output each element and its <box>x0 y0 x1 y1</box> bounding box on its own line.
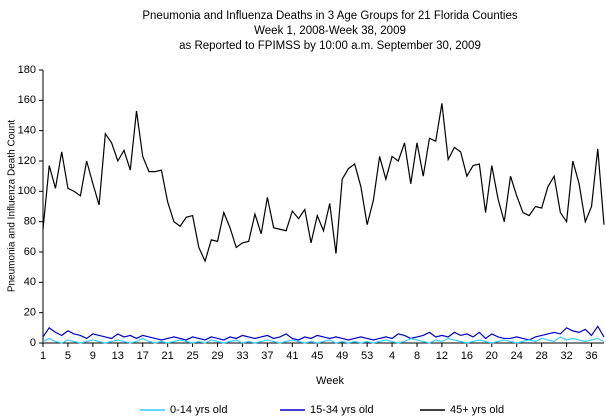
x-tick-label: 33 <box>236 350 248 362</box>
chart-title: Pneumonia and Influenza Deaths in 3 Age … <box>142 10 518 22</box>
y-tick-label: 180 <box>18 64 36 76</box>
x-tick-label: 36 <box>585 350 597 362</box>
y-tick-label: 140 <box>18 125 36 137</box>
y-tick-label: 40 <box>24 276 36 288</box>
x-tick-label: 13 <box>112 350 124 362</box>
x-tick-label: 8 <box>414 350 420 362</box>
x-tick-label: 49 <box>336 350 348 362</box>
x-tick-label: 20 <box>486 350 498 362</box>
x-tick-label: 9 <box>90 350 96 362</box>
series-line <box>42 336 605 344</box>
x-tick-label: 5 <box>65 350 71 362</box>
x-tick-label: 12 <box>436 350 448 362</box>
y-tick-label: 160 <box>18 94 36 106</box>
x-tick-label: 24 <box>511 350 523 362</box>
x-tick-label: 21 <box>162 350 174 362</box>
y-tick-label: 100 <box>18 185 36 197</box>
y-tick-label: 120 <box>18 155 36 167</box>
x-tick-label: 28 <box>536 350 548 362</box>
x-tick-label: 37 <box>261 350 273 362</box>
x-tick-label: 25 <box>186 350 198 362</box>
x-tick-label: 45 <box>311 350 323 362</box>
y-axis-label: Pneumonia and Influenza Death Count <box>7 120 18 293</box>
chart-subtitle: as Reported to FPIMSS by 10:00 a.m. Sept… <box>179 40 481 52</box>
chart-subtitle: Week 1, 2008-Week 38, 2009 <box>254 25 406 37</box>
y-tick-label: 20 <box>24 307 36 319</box>
series-line <box>42 325 605 341</box>
x-tick-label: 16 <box>461 350 473 362</box>
x-tick-label: 1 <box>40 350 46 362</box>
legend-label: 15-34 yrs old <box>310 404 374 416</box>
x-tick-label: 53 <box>361 350 373 362</box>
x-tick-label: 41 <box>286 350 298 362</box>
x-tick-label: 29 <box>211 350 223 362</box>
y-tick-label: 80 <box>24 216 36 228</box>
series-line <box>42 103 605 263</box>
x-tick-label: 17 <box>137 350 149 362</box>
y-tick-label: 60 <box>24 246 36 258</box>
legend-label: 0-14 yrs old <box>170 404 227 416</box>
x-tick-label: 32 <box>560 350 572 362</box>
x-axis-label: Week <box>316 375 344 387</box>
y-tick-label: 0 <box>30 337 36 349</box>
x-tick-label: 4 <box>389 350 395 362</box>
legend-label: 45+ yrs old <box>450 404 504 416</box>
